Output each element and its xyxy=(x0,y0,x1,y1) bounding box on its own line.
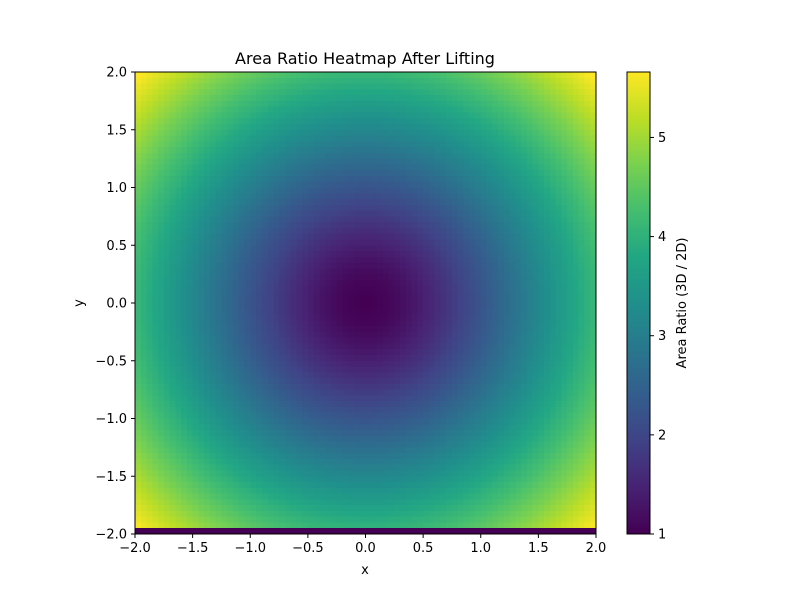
y-tick-label: −1.0 xyxy=(95,412,127,427)
x-tick-label: −2.0 xyxy=(119,541,151,556)
colorbar-tick-label: 4 xyxy=(658,230,666,245)
colorbar-frame xyxy=(626,71,651,535)
x-tick-label: 2.0 xyxy=(586,541,607,556)
y-tick-label: −0.5 xyxy=(95,354,127,369)
colorbar-tick-label: 3 xyxy=(658,329,666,344)
colorbar-tick-label: 1 xyxy=(658,528,666,543)
y-axis-label: y xyxy=(72,299,87,307)
x-tick-label: −0.5 xyxy=(292,541,324,556)
y-axis-ticks: −2.0 −1.5 −1.0 −0.5 0.0 0.5 1.0 1.5 2.0 xyxy=(95,66,135,543)
y-tick-label: 0.0 xyxy=(106,297,127,312)
x-tick-label: 1.5 xyxy=(528,541,549,556)
colorbar-label: Area Ratio (3D / 2D) xyxy=(675,238,690,369)
y-tick-label: 1.5 xyxy=(106,123,127,138)
colorbar-tick-label: 2 xyxy=(658,428,666,443)
y-tick-label: 1.0 xyxy=(106,181,127,196)
x-tick-label: 0.0 xyxy=(355,541,376,556)
heatmap-image xyxy=(135,72,596,534)
colorbar-tick-label: 5 xyxy=(658,131,666,146)
x-tick-label: 0.5 xyxy=(413,541,434,556)
colorbar-ticks: 1 2 3 4 5 xyxy=(650,131,666,543)
x-axis-ticks: −2.0 −1.5 −1.0 −0.5 0.0 0.5 1.0 1.5 2.0 xyxy=(119,534,606,556)
y-tick-label: 0.5 xyxy=(106,239,127,254)
colorbar-gradient xyxy=(627,72,650,534)
plot-frame xyxy=(134,71,597,535)
x-axis-label: x xyxy=(361,563,369,578)
chart-title: Area Ratio Heatmap After Lifting xyxy=(235,49,495,68)
x-tick-label: −1.5 xyxy=(177,541,209,556)
x-tick-label: −1.0 xyxy=(234,541,266,556)
y-tick-label: 2.0 xyxy=(106,66,127,81)
x-tick-label: 1.0 xyxy=(470,541,491,556)
y-tick-label: −2.0 xyxy=(95,528,127,543)
y-tick-label: −1.5 xyxy=(95,470,127,485)
